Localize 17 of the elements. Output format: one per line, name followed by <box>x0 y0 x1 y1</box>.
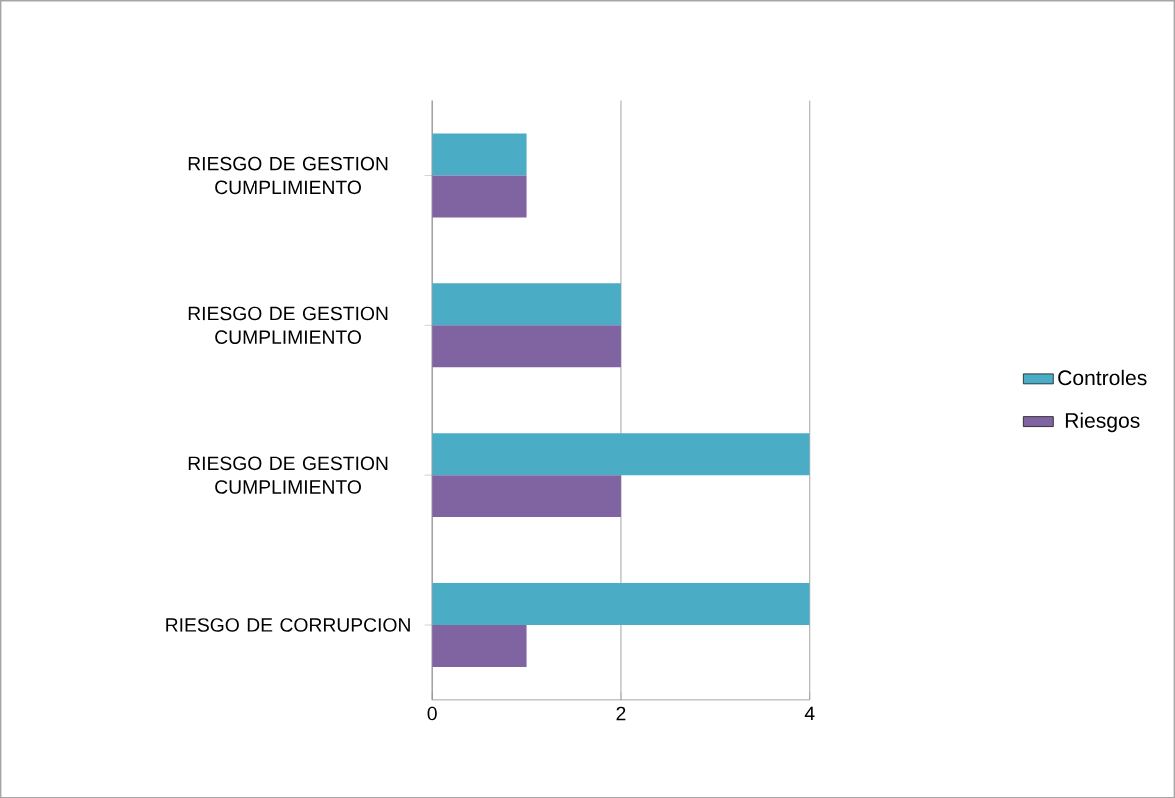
bar <box>432 582 810 625</box>
y-tick-label: RIESGO DE GESTION CUMPLIMIENTO <box>188 306 388 344</box>
x-tick-label: 0 <box>427 706 437 721</box>
bar <box>432 474 621 517</box>
y-tick-label: RIESGO DE GESTION CUMPLIMIENTO <box>188 456 388 494</box>
y-tick-label: RIESGO DE GESTION CUMPLIMIENTO <box>188 156 388 194</box>
bar <box>432 283 621 326</box>
bar <box>432 624 527 667</box>
x-tick-label: 4 <box>804 706 815 720</box>
bar <box>432 432 810 475</box>
legend-label: Controles <box>1058 369 1147 386</box>
bar <box>432 325 621 368</box>
legend-label: Riesgos <box>1065 412 1140 432</box>
bar <box>432 133 527 176</box>
x-tick-label: 2 <box>616 706 626 720</box>
y-tick-label: RIESGO DE CORRUPCION <box>166 617 410 632</box>
bar <box>432 175 527 218</box>
